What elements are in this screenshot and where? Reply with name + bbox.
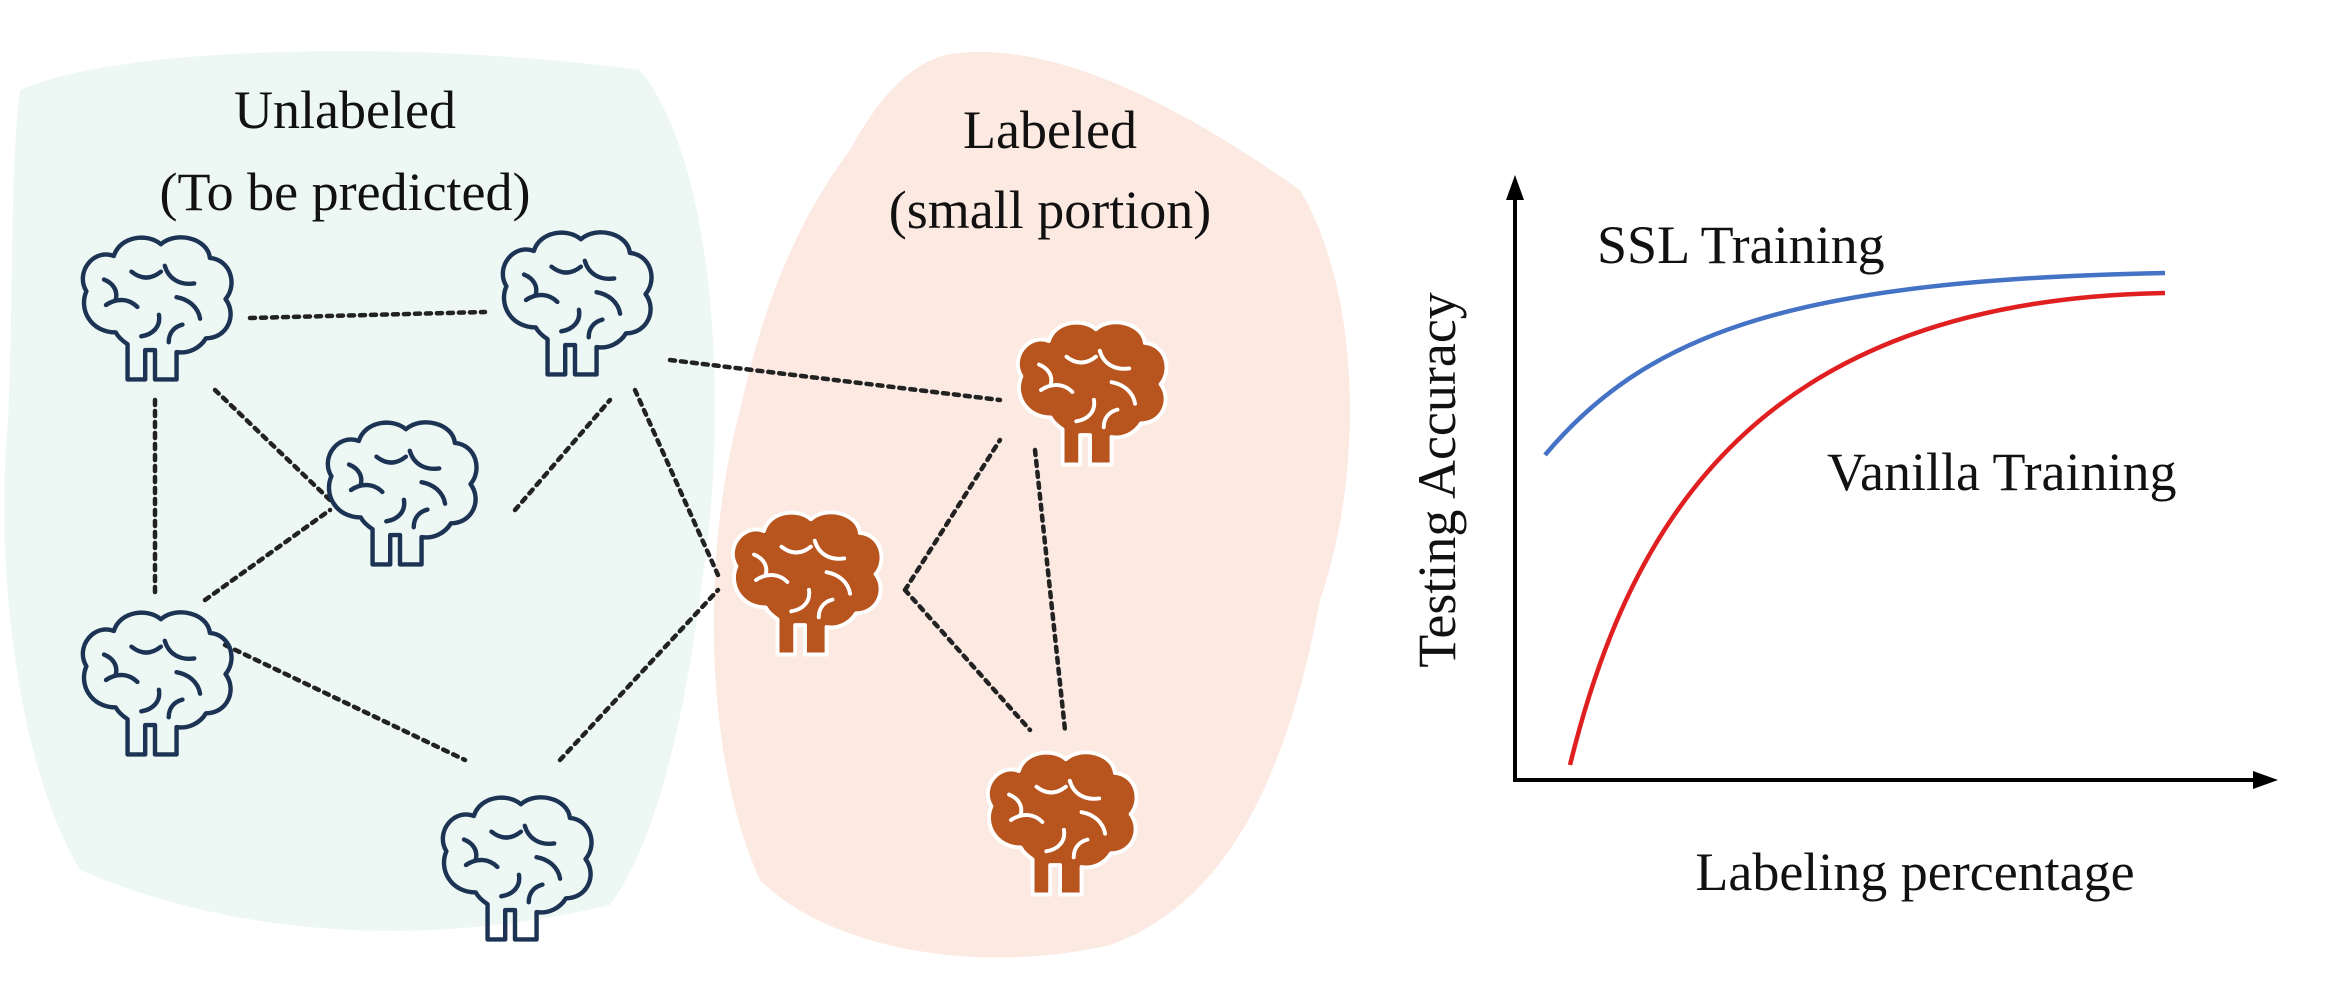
- edge-u2-l1: [667, 357, 1003, 403]
- edge-l1-l3: [1032, 447, 1068, 733]
- series-line-ssl: [1543, 270, 2166, 457]
- y-axis-arrow: [1506, 175, 1524, 200]
- unlabeled-subtitle: (To be predicted): [159, 162, 530, 222]
- y-axis-label: Testing Accuracy: [1407, 292, 1467, 668]
- series-line-vanilla: [1567, 290, 2166, 766]
- series-label-vanilla: Vanilla Training: [1827, 442, 2177, 502]
- unlabeled-title: Unlabeled: [234, 80, 456, 140]
- x-axis-arrow: [2253, 771, 2278, 789]
- labeled-subtitle: (small portion): [889, 180, 1211, 240]
- unlabeled-region: [4, 51, 715, 931]
- labeled-region: [713, 52, 1350, 958]
- edge-u5-l2: [557, 587, 721, 763]
- edge-u2-l2: [632, 387, 721, 578]
- labeled-title: Labeled: [963, 100, 1137, 160]
- x-axis-label: Labeling percentage: [1695, 842, 2134, 902]
- edge-u4-u5: [222, 642, 468, 763]
- accuracy-chart: SSL Training Vanilla Training Testing Ac…: [1407, 175, 2278, 902]
- edge-u3-u4: [202, 507, 333, 603]
- edge-u2-u5: [512, 397, 613, 513]
- series-label-ssl: SSL Training: [1597, 215, 1885, 275]
- edge-u1-u3: [212, 387, 333, 503]
- graph-edges: [152, 309, 1068, 763]
- edge-l2-l3: [902, 587, 1033, 733]
- edge-u1-u2: [247, 309, 488, 321]
- edge-l2-l1: [902, 437, 1003, 593]
